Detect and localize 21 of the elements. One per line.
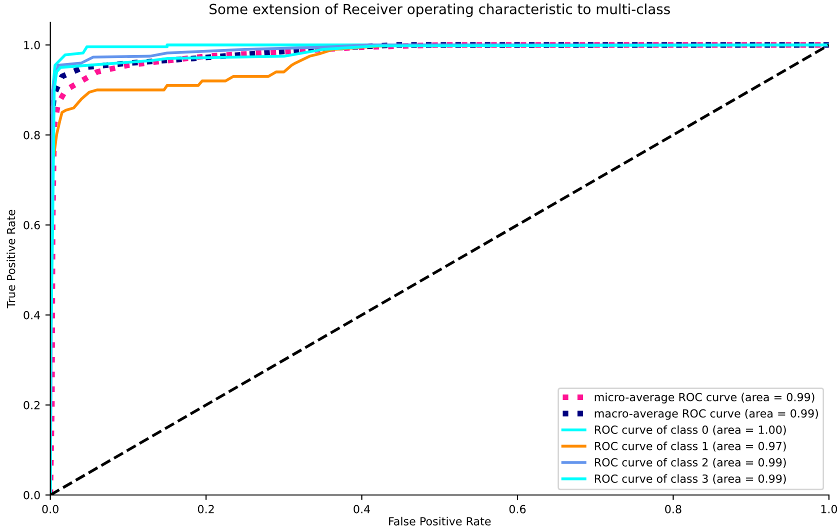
y-tick-label: 0.6 xyxy=(24,220,40,230)
legend-label: ROC curve of class 3 (area = 0.99) xyxy=(594,474,786,484)
legend-label: ROC curve of class 0 (area = 1.00) xyxy=(594,425,786,436)
y-tick-label: 0.8 xyxy=(24,130,40,140)
x-axis-title: False Positive Rate xyxy=(389,516,491,526)
chart-title: Some extension of Receiver operating characteristic to multi-class xyxy=(210,4,670,17)
y-tick-label: 0.4 xyxy=(24,310,40,320)
x-tick-label: 0.4 xyxy=(354,504,370,514)
legend-label: ROC curve of class 2 (area = 0.99) xyxy=(594,458,786,468)
y-tick-label: 1.0 xyxy=(24,40,40,50)
y-tick-label: 0.2 xyxy=(24,400,40,410)
legend-label: ROC curve of class 1 (area = 0.97) xyxy=(594,442,786,452)
y-axis-title: True Positive Rate xyxy=(6,210,16,308)
x-tick-label: 0.2 xyxy=(198,504,214,514)
x-tick-label: 0.6 xyxy=(509,504,526,514)
x-tick-label: 0.0 xyxy=(42,504,58,514)
y-tick-label: 0.0 xyxy=(24,490,40,500)
x-tick-label: 1.0 xyxy=(821,504,838,514)
legend-label: micro-average ROC curve (area = 0.99) xyxy=(594,392,814,404)
legend-label: macro-average ROC curve (area = 0.99) xyxy=(594,409,818,420)
x-tick-label: 0.8 xyxy=(665,504,682,514)
